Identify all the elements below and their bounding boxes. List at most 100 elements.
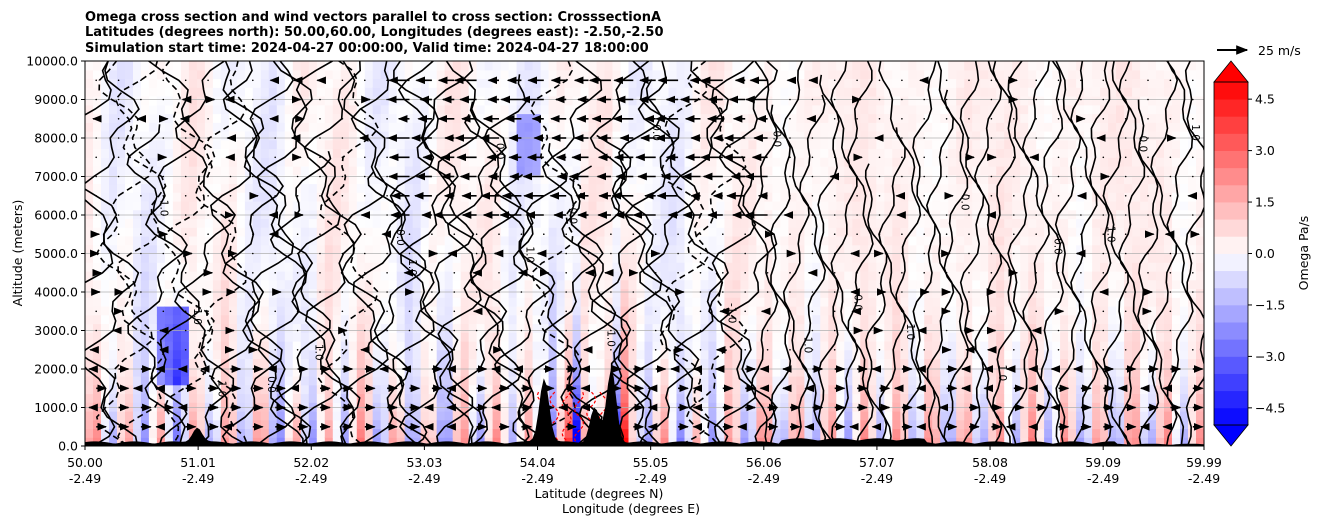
omega-cell — [260, 139, 270, 150]
omega-cell — [516, 253, 526, 263]
omega-cell — [524, 113, 534, 123]
omega-cell — [364, 419, 374, 430]
omega-cell — [724, 253, 733, 263]
omega-cell — [300, 218, 310, 228]
omega-cell — [604, 288, 614, 298]
omega-cell — [708, 166, 717, 176]
omega-cell — [788, 367, 797, 377]
omega-cell — [636, 306, 646, 316]
omega-cell — [908, 349, 917, 360]
omega-cell — [164, 113, 174, 123]
omega-cell — [524, 218, 534, 228]
omega-cell — [508, 69, 518, 80]
omega-cell — [884, 87, 893, 97]
omega-cell — [284, 306, 294, 316]
omega-cell — [532, 227, 542, 237]
omega-cell — [900, 227, 909, 237]
omega-cell — [940, 227, 949, 237]
omega-cell — [580, 332, 590, 342]
omega-cell — [732, 384, 741, 395]
omega-cell — [93, 262, 102, 272]
omega-cell — [484, 349, 494, 360]
omega-cell — [85, 323, 94, 333]
omega-cell — [340, 271, 350, 281]
omega-cell — [244, 244, 254, 255]
omega-cell — [372, 323, 382, 333]
omega-cell — [908, 218, 917, 228]
omega-cell — [340, 139, 350, 150]
omega-cell — [428, 236, 438, 246]
omega-cell — [628, 323, 638, 333]
omega-cell — [884, 236, 893, 246]
omega-cell — [652, 332, 662, 342]
omega-cell — [724, 419, 733, 430]
omega-cell — [356, 218, 366, 228]
omega-cell — [500, 437, 510, 446]
omega-cell — [101, 157, 110, 167]
omega-cell — [836, 236, 845, 246]
omega-cell — [636, 341, 646, 351]
omega-cell — [580, 218, 590, 228]
omega-cell — [188, 323, 198, 333]
omega-cell — [212, 174, 222, 185]
omega-cell — [348, 253, 358, 263]
omega-cell — [508, 139, 518, 150]
omega-cell — [117, 227, 126, 237]
omega-cell — [324, 227, 334, 237]
omega-cell — [212, 262, 222, 272]
omega-cell — [516, 323, 526, 333]
omega-cell — [620, 69, 630, 80]
omega-cell — [364, 384, 374, 395]
omega-cell — [620, 253, 630, 263]
omega-cell — [932, 428, 941, 438]
omega-cell — [524, 122, 534, 132]
omega-cell — [109, 209, 118, 220]
omega-cell — [940, 61, 949, 71]
omega-cell — [396, 157, 406, 167]
omega-cell — [356, 157, 366, 167]
omega-cell — [276, 174, 286, 185]
omega-cell — [348, 87, 358, 97]
omega-cell — [85, 236, 94, 246]
omega-cell — [532, 367, 542, 377]
omega-cell — [852, 157, 861, 167]
omega-cell — [556, 253, 566, 263]
omega-cell — [101, 314, 110, 325]
omega-cell — [228, 61, 238, 71]
omega-cell — [804, 183, 813, 193]
omega-cell — [156, 419, 166, 430]
omega-cell — [140, 253, 150, 263]
omega-cell — [428, 218, 438, 228]
omega-cell — [284, 314, 294, 325]
omega-cell — [580, 297, 590, 307]
omega-cell — [348, 148, 358, 158]
omega-cell — [780, 323, 789, 333]
omega-cell — [220, 393, 230, 403]
omega-cell — [852, 384, 861, 395]
omega-cell — [780, 314, 789, 325]
omega-cell — [876, 139, 885, 150]
omega-cell — [388, 332, 398, 342]
omega-cell — [836, 209, 845, 220]
omega-cell — [316, 288, 326, 298]
omega-cell — [404, 192, 414, 202]
omega-cell — [868, 349, 877, 360]
omega-cell — [516, 419, 526, 430]
omega-cell — [612, 297, 622, 307]
omega-cell — [364, 262, 374, 272]
omega-cell — [316, 96, 326, 106]
omega-cell — [396, 122, 406, 132]
omega-cell — [236, 61, 246, 71]
omega-cell — [564, 306, 574, 316]
omega-cell — [284, 139, 294, 150]
omega-cell — [900, 288, 909, 298]
omega-cell — [117, 157, 126, 167]
omega-cell — [948, 139, 957, 150]
omega-cell — [676, 341, 686, 351]
omega-cell — [500, 358, 510, 368]
omega-cell — [204, 349, 214, 360]
chart-title-line-3: Simulation start time: 2024-04-27 00:00:… — [85, 41, 649, 56]
omega-cell — [300, 183, 310, 193]
omega-cell — [332, 262, 342, 272]
omega-cell — [580, 393, 590, 403]
